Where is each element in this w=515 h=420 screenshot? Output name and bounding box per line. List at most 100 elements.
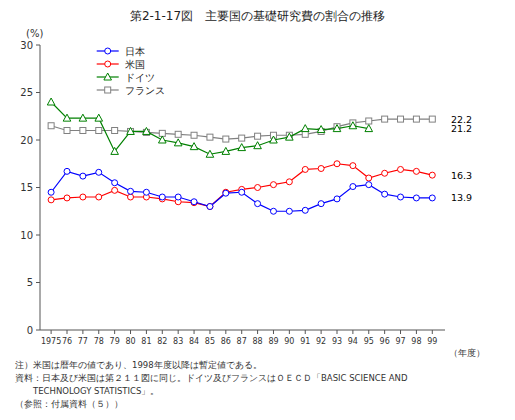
point bbox=[334, 196, 340, 202]
point bbox=[238, 144, 246, 151]
x-tick-label: 91 bbox=[300, 337, 310, 346]
point bbox=[111, 147, 119, 154]
point bbox=[222, 147, 230, 154]
x-tick-label: 77 bbox=[78, 337, 88, 346]
x-tick-label: 76 bbox=[62, 337, 72, 346]
y-tick bbox=[36, 330, 40, 331]
x-tick-label: 83 bbox=[173, 337, 183, 346]
point bbox=[96, 194, 102, 200]
point bbox=[398, 166, 404, 172]
legend-label: フランス bbox=[125, 85, 165, 96]
x-axis-label: （年度） bbox=[449, 348, 485, 358]
point bbox=[80, 194, 86, 200]
point bbox=[382, 116, 388, 122]
point bbox=[398, 116, 404, 122]
line bbox=[51, 164, 432, 207]
x-tick bbox=[82, 330, 83, 334]
x-tick-label: 89 bbox=[268, 337, 278, 346]
point bbox=[128, 128, 134, 134]
point bbox=[128, 188, 134, 194]
x-tick bbox=[209, 330, 210, 334]
y-tick-label: 15 bbox=[20, 182, 33, 193]
point bbox=[207, 204, 213, 210]
point bbox=[334, 161, 340, 167]
x-tick-label: 85 bbox=[205, 337, 215, 346]
point bbox=[191, 200, 197, 206]
note: （参照：付属資料（５）） bbox=[15, 399, 123, 409]
point bbox=[349, 122, 357, 129]
point bbox=[239, 135, 245, 141]
point bbox=[366, 118, 372, 124]
y-tick bbox=[36, 187, 40, 188]
series bbox=[48, 161, 435, 210]
x-tick-label: 84 bbox=[189, 337, 199, 346]
x-tick-label: 1975 bbox=[41, 337, 61, 346]
x-tick bbox=[400, 330, 401, 334]
point bbox=[47, 98, 55, 105]
x-tick bbox=[162, 330, 163, 334]
point bbox=[175, 131, 181, 137]
y-tick bbox=[36, 282, 40, 283]
y-tick bbox=[36, 45, 40, 46]
x-tick bbox=[98, 330, 99, 334]
point bbox=[318, 201, 324, 207]
y-tick-label: 10 bbox=[20, 230, 33, 241]
note: 注）米国は暦年の値であり、1998年度以降は暫定値である。 bbox=[15, 360, 262, 370]
point bbox=[112, 187, 118, 193]
point bbox=[302, 207, 308, 213]
x-tick bbox=[225, 330, 226, 334]
x-tick bbox=[432, 330, 433, 334]
point bbox=[207, 204, 213, 210]
x-tick bbox=[146, 330, 147, 334]
y-tick bbox=[36, 140, 40, 141]
point bbox=[382, 170, 388, 176]
legend-marker bbox=[105, 48, 111, 54]
point bbox=[286, 133, 294, 140]
point bbox=[270, 136, 278, 143]
title: 第2-1-17図 主要国の基礎研究費の割合の推移 bbox=[130, 9, 385, 23]
x-tick bbox=[257, 330, 258, 334]
point bbox=[48, 197, 54, 203]
x-tick-label: 97 bbox=[395, 337, 405, 346]
point bbox=[429, 116, 435, 122]
point bbox=[413, 116, 419, 122]
point bbox=[96, 128, 102, 134]
axes: 0510152025301975767778798081828384858687… bbox=[20, 40, 445, 347]
point bbox=[333, 125, 341, 132]
point bbox=[48, 123, 54, 129]
x-tick-label: 94 bbox=[348, 337, 358, 346]
x-tick-label: 78 bbox=[94, 337, 104, 346]
point bbox=[128, 194, 134, 200]
point bbox=[207, 134, 213, 140]
x-tick bbox=[67, 330, 68, 334]
line bbox=[51, 102, 369, 154]
x-tick bbox=[194, 330, 195, 334]
legend-label: ドイツ bbox=[125, 72, 155, 83]
x-tick-label: 92 bbox=[316, 337, 326, 346]
x-tick bbox=[114, 330, 115, 334]
x-tick bbox=[130, 330, 131, 334]
point bbox=[112, 128, 118, 134]
legend-marker bbox=[105, 87, 111, 93]
point bbox=[270, 208, 276, 214]
point bbox=[190, 143, 198, 150]
point bbox=[143, 127, 151, 134]
point bbox=[127, 127, 135, 134]
point bbox=[96, 169, 102, 175]
y-tick-label: 20 bbox=[20, 135, 33, 146]
x-tick-label: 95 bbox=[364, 337, 374, 346]
point bbox=[302, 131, 308, 137]
point bbox=[429, 195, 435, 201]
point bbox=[350, 163, 356, 169]
x-tick bbox=[305, 330, 306, 334]
x-tick-label: 82 bbox=[157, 337, 167, 346]
point bbox=[429, 172, 435, 178]
point bbox=[80, 173, 86, 179]
point bbox=[223, 136, 229, 142]
x-tick bbox=[51, 330, 52, 334]
x-tick-label: 80 bbox=[125, 337, 135, 346]
y-tick bbox=[36, 92, 40, 93]
point bbox=[239, 189, 245, 195]
series bbox=[48, 168, 435, 214]
note: TECHNOLOGY STATISTICS」。 bbox=[15, 386, 159, 396]
